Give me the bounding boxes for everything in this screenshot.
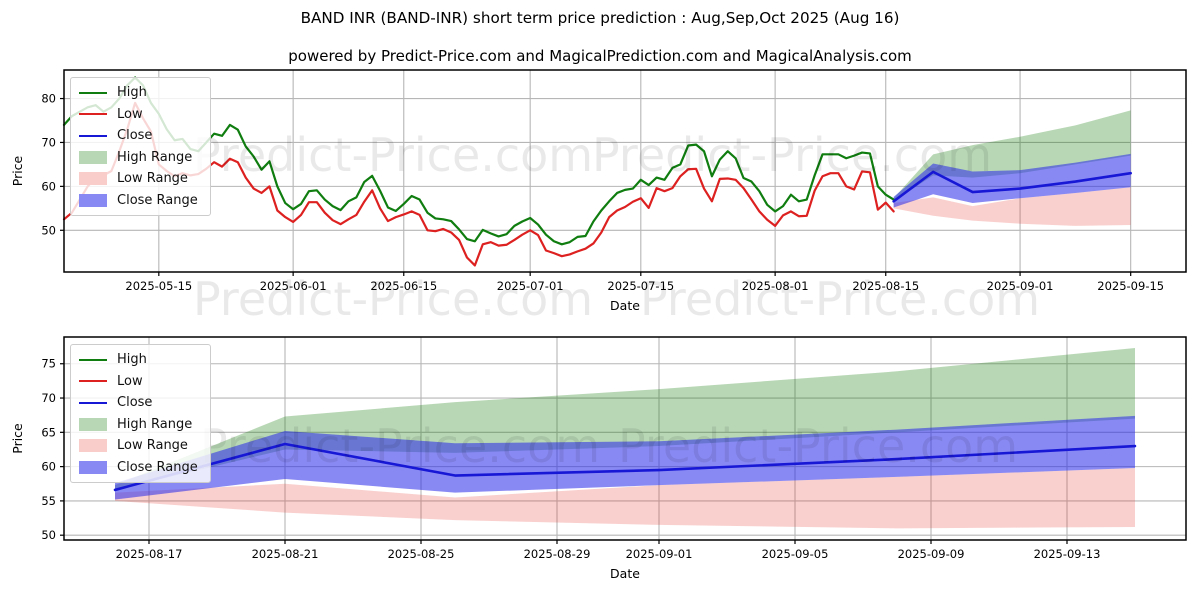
legend-line-sample [79, 91, 107, 94]
legend-item-close: Close [79, 392, 198, 414]
x-tick-label: 2025-09-09 [898, 547, 965, 561]
legend-line-sample [79, 401, 107, 404]
legend-bottom-chart: High Low Close High Range Low Range Close Ran… [70, 344, 211, 483]
legend-item-low-range: Low Range [79, 435, 198, 457]
y-tick-label: 65 [41, 425, 56, 439]
band-low-range [893, 187, 1131, 226]
chart-title: BAND INR (BAND-INR) short term price pre… [300, 9, 900, 27]
x-axis-label: Date [610, 298, 640, 313]
legend-item-high: High [79, 82, 198, 104]
legend-item-label: Close Range [117, 459, 198, 475]
legend-item-label: High Range [117, 149, 193, 165]
legend-item-label: High Range [117, 416, 193, 432]
y-tick-label: 70 [41, 135, 56, 149]
y-tick-label: 60 [41, 460, 56, 474]
x-tick-label: 2025-09-13 [1034, 547, 1101, 561]
legend-patch-sample [79, 439, 107, 453]
series-line-close [113, 442, 1137, 492]
x-tick-label: 2025-07-15 [607, 279, 674, 293]
legend-item-label: Close [117, 395, 153, 411]
y-tick-label: 70 [41, 391, 56, 405]
band-low-range [115, 467, 1135, 529]
legend-item-close-range: Close Range [79, 457, 198, 479]
x-tick-label: 2025-09-01 [987, 279, 1054, 293]
y-tick-label: 50 [41, 528, 56, 542]
series-line-close [892, 170, 1132, 203]
y-tick-label: 60 [41, 179, 56, 193]
legend-item-label: Close Range [117, 192, 198, 208]
legend-patch-sample [79, 150, 107, 164]
x-tick-label: 2025-06-15 [370, 279, 437, 293]
legend-item-label: Low [117, 106, 143, 122]
legend-item-low-range: Low Range [79, 168, 198, 190]
legend-item-close: Close [79, 125, 198, 147]
plot-border [63, 336, 1187, 541]
y-tick-label: 75 [41, 357, 56, 371]
legend-top-chart: High Low Close High Range Low Range Close Ran… [70, 77, 211, 216]
legend-item-label: High [117, 85, 147, 101]
band-close-range [115, 415, 1135, 500]
y-axis-label: Price [10, 423, 25, 454]
x-tick-label: 2025-08-01 [742, 279, 809, 293]
x-tick-label: 2025-07-01 [497, 279, 564, 293]
legend-item-label: High [117, 352, 147, 368]
legend-patch-sample [79, 193, 107, 207]
x-tick-label: 2025-08-17 [116, 547, 183, 561]
legend-item-label: Low Range [117, 438, 188, 454]
legend-item-high-range: High Range [79, 147, 198, 169]
x-tick-label: 2025-08-29 [524, 547, 591, 561]
x-tick-label: 2025-08-15 [852, 279, 919, 293]
legend-line-sample [79, 358, 107, 361]
legend-item-low: Low [79, 371, 198, 393]
chart-subtitle: powered by Predict-Price.com and Magical… [288, 47, 912, 65]
legend-item-high: High [79, 349, 198, 371]
y-tick-label: 50 [41, 223, 56, 237]
legend-item-label: Low [117, 373, 143, 389]
legend-patch-sample [79, 460, 107, 474]
legend-line-sample [79, 134, 107, 137]
x-tick-label: 2025-06-01 [260, 279, 327, 293]
x-axis-label: Date [610, 566, 640, 581]
band-high-range [115, 347, 1135, 490]
band-high-range [893, 110, 1131, 202]
y-axis-label: Price [10, 155, 25, 186]
y-tick-label: 55 [41, 494, 56, 508]
y-tick-label: 80 [41, 92, 56, 106]
legend-item-high-range: High Range [79, 414, 198, 436]
legend-patch-sample [79, 172, 107, 186]
x-tick-label: 2025-09-01 [626, 547, 693, 561]
x-tick-label: 2025-05-15 [125, 279, 192, 293]
x-tick-label: 2025-09-15 [1097, 279, 1164, 293]
x-tick-label: 2025-08-21 [252, 547, 319, 561]
legend-item-label: Low Range [117, 171, 188, 187]
legend-item-close-range: Close Range [79, 190, 198, 212]
legend-patch-sample [79, 417, 107, 431]
legend-line-sample [79, 380, 107, 383]
x-tick-label: 2025-09-05 [762, 547, 829, 561]
legend-item-low: Low [79, 104, 198, 126]
legend-line-sample [79, 113, 107, 116]
plot-border [63, 69, 1187, 273]
x-tick-label: 2025-08-25 [388, 547, 455, 561]
band-close-range [893, 153, 1131, 208]
legend-item-label: Close [117, 128, 153, 144]
